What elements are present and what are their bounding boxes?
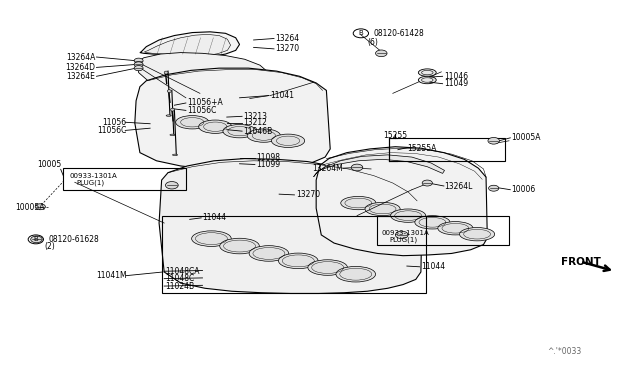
Circle shape — [134, 62, 143, 67]
Text: 10005A: 10005A — [511, 133, 541, 142]
Bar — [162, 217, 426, 294]
Text: 11041M: 11041M — [97, 271, 127, 280]
Ellipse shape — [247, 129, 280, 142]
Circle shape — [422, 180, 433, 186]
Text: 13264A: 13264A — [66, 52, 95, 61]
Ellipse shape — [365, 202, 400, 216]
Bar — [389, 138, 505, 161]
Text: 10006: 10006 — [511, 185, 536, 194]
Text: 11048CA: 11048CA — [166, 267, 200, 276]
Circle shape — [134, 65, 143, 71]
Text: 13264D: 13264D — [65, 63, 95, 72]
Text: 11046: 11046 — [444, 72, 468, 81]
Ellipse shape — [220, 238, 259, 254]
Text: B: B — [358, 30, 364, 36]
Text: 11056C: 11056C — [97, 126, 127, 135]
Text: (2): (2) — [44, 241, 55, 250]
Text: B: B — [33, 236, 38, 243]
Ellipse shape — [170, 134, 175, 136]
Text: 11098: 11098 — [256, 153, 280, 162]
Ellipse shape — [308, 260, 348, 275]
Text: 11056+A: 11056+A — [187, 99, 223, 108]
Ellipse shape — [415, 216, 450, 229]
Circle shape — [396, 231, 408, 238]
Circle shape — [351, 164, 363, 171]
Circle shape — [488, 185, 499, 191]
Ellipse shape — [164, 71, 168, 74]
Circle shape — [376, 50, 387, 57]
Text: (6): (6) — [367, 38, 378, 47]
Ellipse shape — [166, 115, 172, 116]
Polygon shape — [135, 68, 330, 170]
Ellipse shape — [438, 222, 473, 235]
Polygon shape — [159, 158, 422, 294]
Text: 11099: 11099 — [256, 160, 280, 169]
Ellipse shape — [419, 69, 436, 76]
Text: 11044: 11044 — [421, 262, 445, 271]
Text: PLUG(1): PLUG(1) — [389, 236, 417, 243]
Bar — [63, 168, 186, 190]
Text: 10005: 10005 — [37, 160, 61, 169]
Ellipse shape — [278, 253, 318, 269]
Ellipse shape — [336, 266, 376, 282]
Ellipse shape — [171, 108, 174, 111]
Ellipse shape — [191, 231, 231, 246]
Ellipse shape — [223, 125, 256, 138]
Polygon shape — [140, 32, 239, 57]
Text: ^.'*0033: ^.'*0033 — [547, 347, 581, 356]
Text: 11024B: 11024B — [166, 282, 195, 291]
Ellipse shape — [175, 116, 209, 129]
Text: 15255: 15255 — [383, 131, 408, 140]
Text: 11056: 11056 — [102, 118, 127, 127]
Text: 13264M: 13264M — [312, 164, 343, 173]
Text: 10005A: 10005A — [15, 203, 44, 212]
Ellipse shape — [460, 228, 495, 241]
Polygon shape — [145, 35, 230, 56]
Text: 00933-1301A: 00933-1301A — [381, 230, 429, 236]
Circle shape — [488, 137, 499, 144]
Polygon shape — [138, 52, 269, 87]
Ellipse shape — [271, 134, 305, 147]
Polygon shape — [316, 147, 487, 256]
Text: 11041: 11041 — [270, 91, 294, 100]
Bar — [378, 217, 509, 244]
Text: 13264L: 13264L — [444, 182, 472, 190]
Text: 13212: 13212 — [243, 119, 268, 128]
Circle shape — [166, 182, 178, 189]
Text: 15255A: 15255A — [407, 144, 436, 153]
Text: 08120-61428: 08120-61428 — [374, 29, 424, 38]
Ellipse shape — [168, 90, 172, 93]
Text: 13213: 13213 — [243, 112, 268, 121]
Ellipse shape — [390, 209, 426, 222]
Text: 13270: 13270 — [296, 190, 320, 199]
Text: 13264: 13264 — [275, 34, 300, 43]
Text: 11046B: 11046B — [243, 126, 273, 136]
Ellipse shape — [419, 76, 436, 84]
Polygon shape — [314, 155, 445, 177]
Text: FRONT: FRONT — [561, 257, 601, 267]
Text: PLUG(1): PLUG(1) — [76, 179, 104, 186]
Text: 11048C: 11048C — [166, 274, 195, 283]
Ellipse shape — [198, 120, 232, 134]
Text: 11049: 11049 — [444, 79, 468, 88]
Text: 00933-1301A: 00933-1301A — [70, 173, 117, 179]
Circle shape — [31, 236, 42, 243]
Ellipse shape — [173, 154, 177, 155]
Ellipse shape — [340, 196, 376, 210]
Text: 11044: 11044 — [202, 214, 227, 222]
Circle shape — [134, 58, 143, 63]
Ellipse shape — [249, 246, 289, 261]
Text: 13270: 13270 — [275, 44, 300, 53]
Text: 13264E: 13264E — [67, 72, 95, 81]
Circle shape — [35, 204, 45, 210]
Text: 11056C: 11056C — [187, 106, 216, 115]
Text: 08120-61628: 08120-61628 — [49, 235, 99, 244]
